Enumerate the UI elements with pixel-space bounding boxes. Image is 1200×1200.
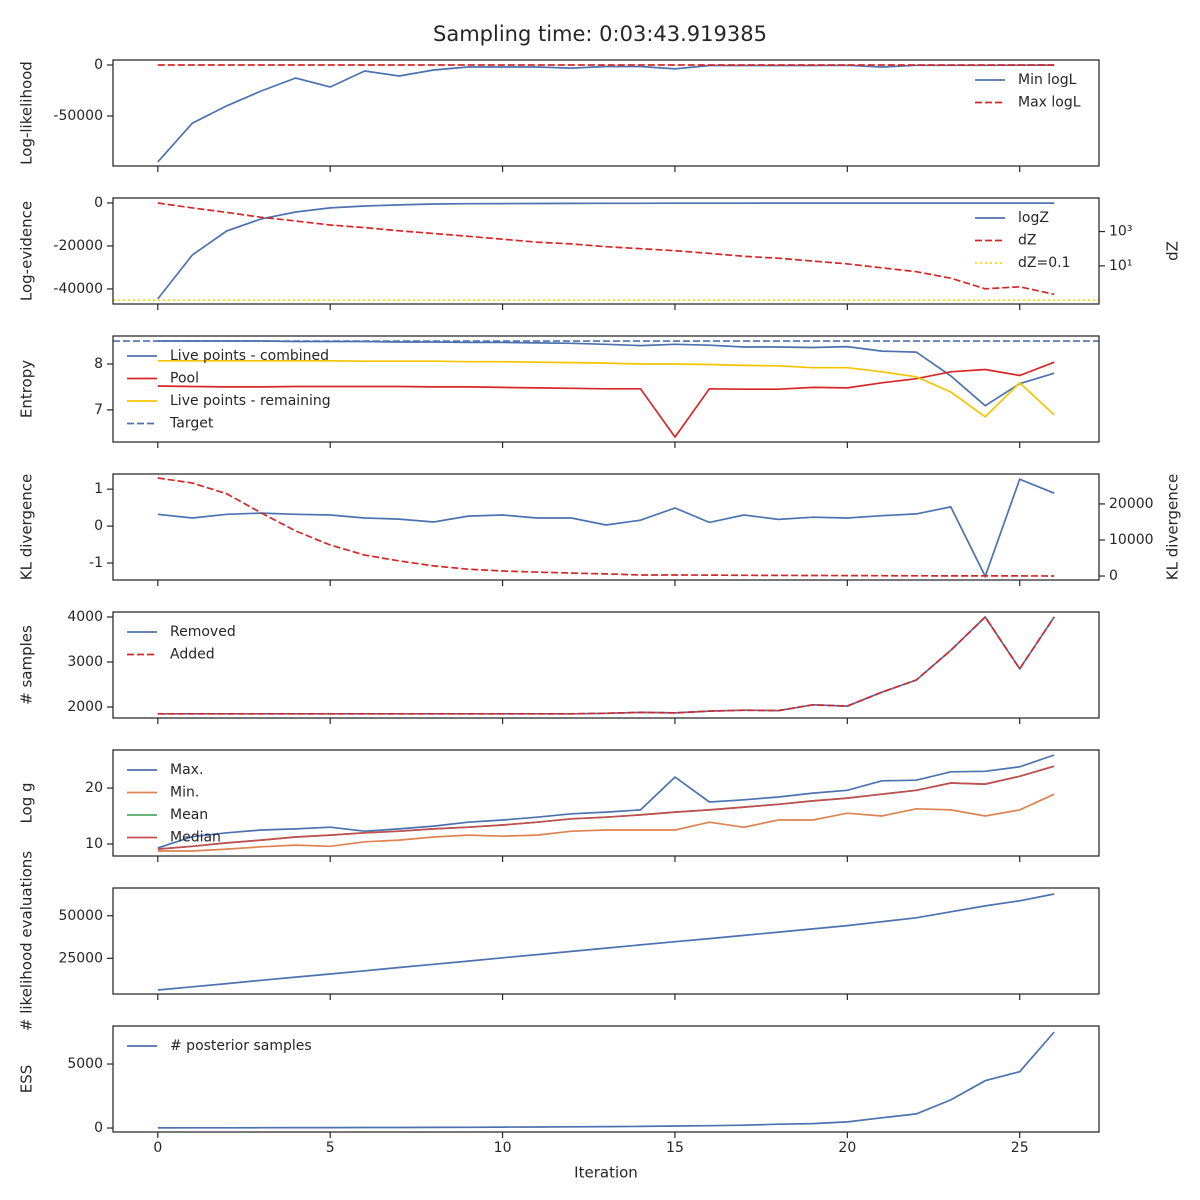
panel: 25000 50000 # likelihood evaluations — [18, 851, 1100, 1031]
legend-label: Live points - remaining — [170, 393, 331, 409]
legend-label: Live points - combined — [170, 348, 329, 364]
series-line — [157, 477, 1055, 577]
y-tick-label: 20 — [85, 780, 103, 796]
legend-label: Target — [169, 416, 214, 432]
y-axis-label: Log g — [18, 782, 36, 823]
legend-label: dZ — [1018, 233, 1036, 249]
panel: -40000 -20000 0 10¹ 10³ Log-evidence dZ logZ dZ d… — [18, 195, 1182, 310]
panel: 2000 3000 4000 # samples Removed Added — [18, 609, 1100, 724]
panel-frame — [112, 197, 1100, 305]
series-line — [157, 202, 1055, 300]
series-line — [157, 64, 1055, 163]
y-tick-label: 7 — [94, 402, 103, 418]
x-tick-label: 20 — [838, 1140, 856, 1156]
y-axis-label: # samples — [18, 625, 36, 705]
panel: -1 0 1 0 10000 20000 KL divergence KL divergenc… — [18, 473, 1182, 586]
legend-label: Mean — [170, 807, 208, 823]
y2-tick-label: 10³ — [1109, 224, 1132, 240]
series-line — [157, 1031, 1055, 1129]
y2-tick-label: 10000 — [1109, 532, 1154, 548]
y-axis-label: Log-evidence — [18, 201, 36, 301]
legend-label: Max. — [170, 762, 203, 778]
panel-frame — [112, 749, 1100, 857]
series-line — [157, 793, 1055, 852]
panel: -50000 0 Log-likelihood Min logL Max logL — [18, 57, 1100, 172]
y-tick-label: 2000 — [67, 699, 103, 715]
legend-label: Max logL — [1018, 95, 1081, 111]
panel-frame — [112, 887, 1100, 995]
y-tick-label: 4000 — [67, 609, 103, 625]
panel-frame — [112, 1025, 1100, 1133]
y-axis-label: Entropy — [18, 360, 36, 418]
x-axis-label: Iteration — [574, 1164, 638, 1182]
panel-frame — [112, 59, 1100, 167]
y-tick-label: 5000 — [67, 1056, 103, 1072]
series-line — [157, 361, 1055, 439]
series-line — [157, 765, 1055, 850]
x-tick-label: 0 — [153, 1140, 162, 1156]
y-tick-label: 0 — [94, 57, 103, 73]
legend-label: logZ — [1018, 210, 1049, 226]
panel: 0 5 10 15 20 25 Iteration 0 5000 ESS # posterior s… — [18, 1025, 1100, 1182]
y-tick-label: 50000 — [58, 908, 103, 924]
legend-label: # posterior samples — [170, 1038, 312, 1054]
series-line — [157, 478, 1055, 579]
panel-frame — [112, 611, 1100, 719]
y-tick-label: 3000 — [67, 654, 103, 670]
y-tick-label: -20000 — [53, 238, 103, 254]
y-axis-label: ESS — [18, 1065, 36, 1094]
legend-label: Removed — [170, 624, 236, 640]
x-tick-label: 25 — [1011, 1140, 1029, 1156]
y2-axis-label: dZ — [1164, 241, 1182, 261]
y-axis-label: KL divergence — [18, 474, 36, 580]
panel: 10 20 Log g Max. Min. Mean Median — [18, 749, 1100, 862]
legend-label: Pool — [170, 371, 199, 387]
figure-title: Sampling time: 0:03:43.919385 — [433, 22, 767, 46]
y2-tick-label: 10¹ — [1109, 258, 1132, 274]
legend-label: Min logL — [1018, 72, 1077, 88]
y-tick-label: -40000 — [53, 281, 103, 297]
series-line — [157, 754, 1055, 849]
y-tick-label: 0 — [94, 1120, 103, 1136]
y-tick-label: 0 — [94, 518, 103, 534]
y-tick-label: -50000 — [53, 108, 103, 124]
x-tick-label: 10 — [494, 1140, 512, 1156]
y2-tick-label: 20000 — [1109, 496, 1154, 512]
panel-frame — [112, 335, 1100, 443]
y-axis-label: Log-likelihood — [18, 61, 36, 165]
panel: 7 8 Entropy Live points - combined Pool Live … — [18, 335, 1100, 448]
x-tick-label: 15 — [666, 1140, 684, 1156]
legend-label: Min. — [170, 785, 199, 801]
y-axis-label: # likelihood evaluations — [18, 851, 36, 1031]
series-line — [157, 615, 1055, 715]
y-tick-label: 8 — [94, 356, 103, 372]
legend-label: Median — [170, 830, 221, 846]
series-line — [157, 359, 1055, 418]
series-line — [157, 893, 1055, 991]
legend-label: Added — [170, 647, 215, 663]
series-line — [157, 615, 1055, 715]
y-tick-label: 25000 — [58, 950, 103, 966]
y-tick-label: 1 — [94, 481, 103, 497]
series-line — [157, 202, 1055, 296]
y-tick-label: -1 — [89, 555, 103, 571]
y-tick-label: 10 — [85, 836, 103, 852]
y2-tick-label: 0 — [1109, 568, 1118, 584]
legend-label: dZ=0.1 — [1018, 255, 1070, 271]
y2-axis-label: KL divergence — [1164, 474, 1182, 580]
x-tick-label: 5 — [326, 1140, 335, 1156]
y-tick-label: 0 — [94, 195, 103, 211]
panel-frame — [112, 473, 1100, 581]
